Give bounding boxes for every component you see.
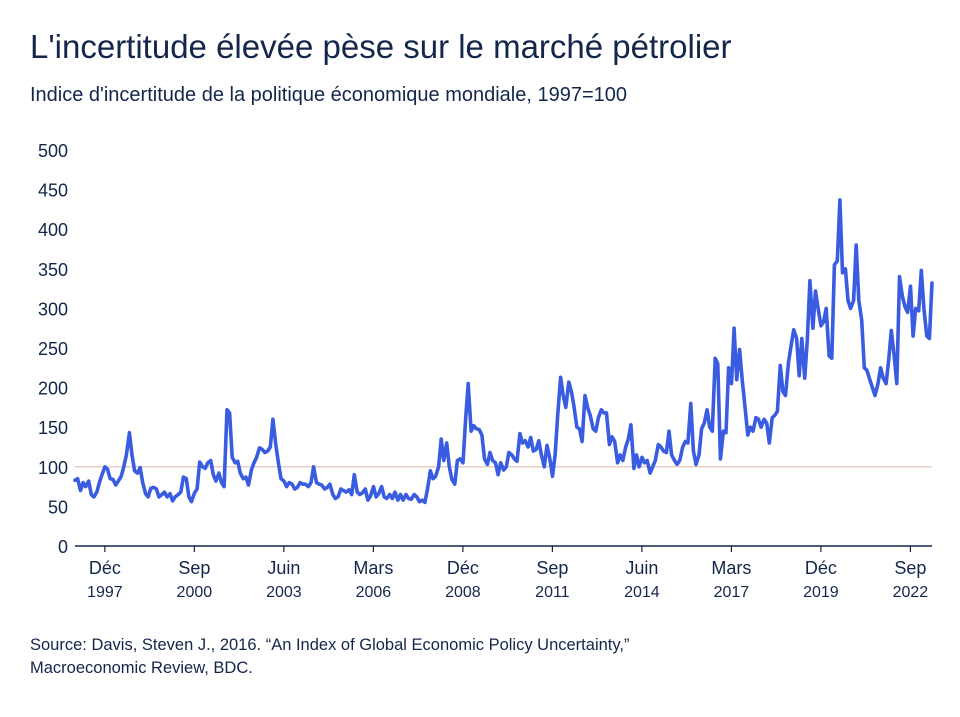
y-tick-label: 150 bbox=[38, 418, 68, 438]
x-tick-label-year: 2011 bbox=[535, 584, 570, 601]
chart-title: L'incertitude élevée pèse sur le marché … bbox=[30, 28, 732, 65]
x-tick-label-month: Déc bbox=[89, 558, 121, 578]
y-tick-label: 250 bbox=[38, 339, 68, 359]
x-tick-label-month: Sep bbox=[894, 558, 926, 578]
x-tick-label-month: Juin bbox=[267, 558, 300, 578]
y-tick-label: 0 bbox=[58, 537, 68, 557]
y-tick-label: 50 bbox=[48, 497, 68, 517]
x-tick-label-year: 2008 bbox=[445, 584, 481, 601]
y-tick-label: 350 bbox=[38, 260, 68, 280]
x-tick-label-month: Mars bbox=[711, 558, 751, 578]
x-tick-label-month: Déc bbox=[805, 558, 837, 578]
x-tick-label-month: Sep bbox=[178, 558, 210, 578]
x-tick-label-year: 2017 bbox=[714, 584, 750, 601]
x-tick-label-year: 2019 bbox=[803, 584, 839, 601]
y-tick-label: 300 bbox=[38, 299, 68, 319]
series-line bbox=[73, 198, 934, 505]
plot-area bbox=[73, 198, 934, 505]
chart-subtitle: Indice d'incertitude de la politique éco… bbox=[30, 84, 628, 106]
y-tick-label: 100 bbox=[38, 458, 68, 478]
source-line-1: Source: Davis, Steven J., 2016. “An Inde… bbox=[30, 636, 630, 654]
source-line-2: Macroeconomic Review, BDC. bbox=[30, 659, 253, 677]
x-tick-label-year: 2006 bbox=[356, 584, 392, 601]
x-tick-label-month: Juin bbox=[625, 558, 658, 578]
y-tick-label: 450 bbox=[38, 181, 68, 201]
y-tick-label: 500 bbox=[38, 141, 68, 161]
y-tick-label: 400 bbox=[38, 220, 68, 240]
x-axis: Déc 1997 Sep 2000 Juin 2003 Mars 2006 Déc 2008 Sep… bbox=[75, 545, 932, 601]
x-tick-label-year: 2022 bbox=[893, 584, 929, 601]
x-tick-label-month: Mars bbox=[353, 558, 393, 578]
x-tick-label-year: 2014 bbox=[624, 584, 660, 601]
x-tick-label-year: 2003 bbox=[266, 584, 302, 601]
x-tick-label-year: 2000 bbox=[177, 584, 213, 601]
x-tick-label-year: 1997 bbox=[87, 584, 123, 601]
x-tick-label-month: Sep bbox=[536, 558, 568, 578]
x-tick-label-month: Déc bbox=[447, 558, 479, 578]
y-tick-label: 200 bbox=[38, 379, 68, 399]
y-axis: 0 50 100 150 200 250 300 350 400 450 500 bbox=[38, 141, 68, 557]
source-note: Source: Davis, Steven J., 2016. “An Inde… bbox=[30, 634, 930, 680]
